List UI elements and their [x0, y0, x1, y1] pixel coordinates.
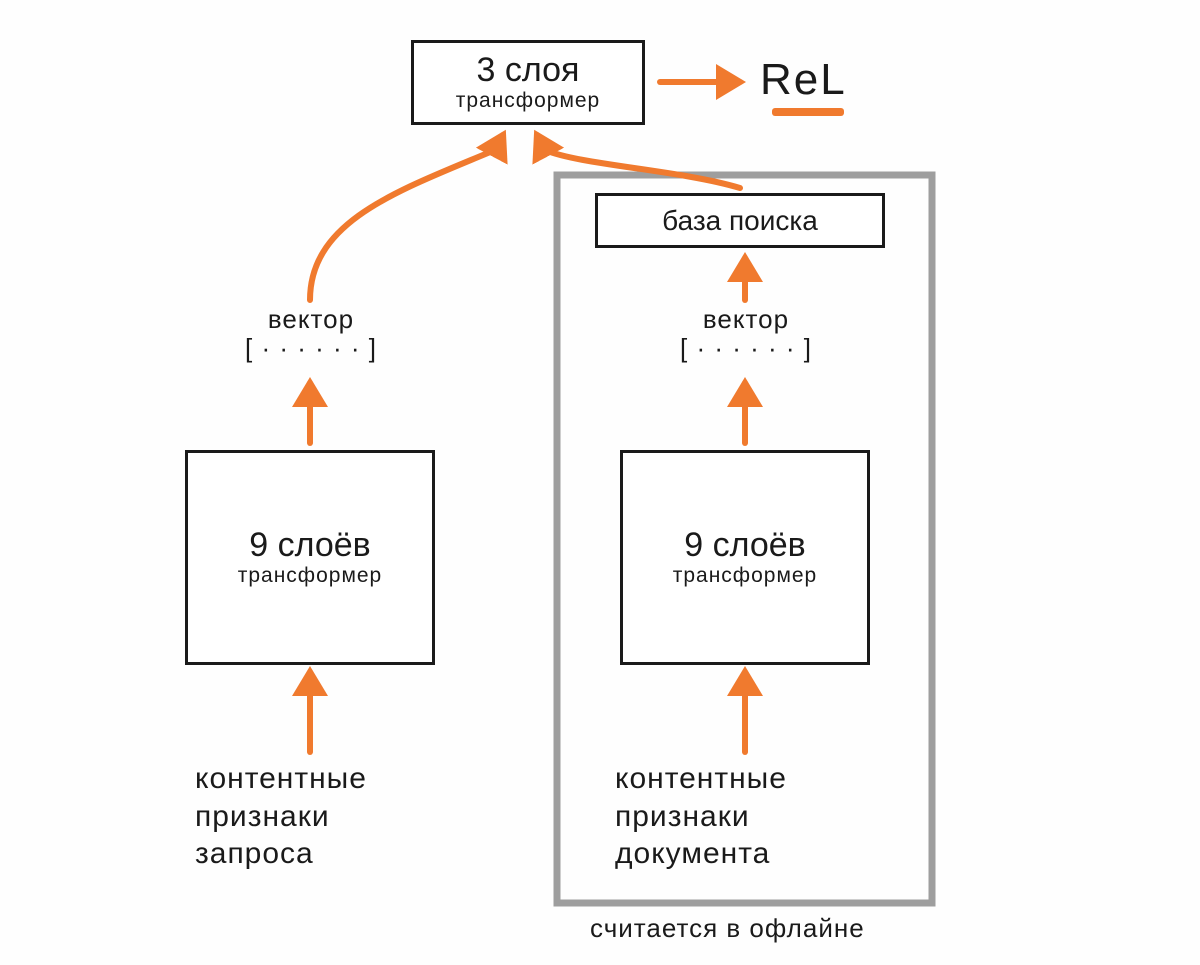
right-box-subtitle: трансформер [673, 564, 818, 588]
db-to-top [537, 135, 740, 188]
left-input-label: контентные признаки запроса [195, 760, 367, 873]
output-underline [772, 108, 844, 116]
search-database-box: база поиска [595, 193, 885, 248]
offline-box-outline [0, 0, 1200, 965]
top-block-subtitle: трансформер [456, 89, 601, 113]
top-transformer-box: 3 слоя трансформер [411, 40, 645, 125]
top-block-title: 3 слоя [456, 52, 601, 89]
left-box-title: 9 слоёв [238, 527, 383, 564]
search-db-label: база поиска [662, 205, 818, 237]
left-transformer-box: 9 слоёв трансформер [185, 450, 435, 665]
left-vector-label: вектор [ · · · · · · ] [245, 305, 377, 362]
left-vector-line1: вектор [245, 305, 377, 334]
arrows-layer [0, 0, 1200, 965]
left-vector-to-top [310, 135, 503, 300]
right-transformer-box: 9 слоёв трансформер [620, 450, 870, 665]
left-box-subtitle: трансформер [238, 564, 383, 588]
right-box-title: 9 слоёв [673, 527, 818, 564]
right-vector-line1: вектор [680, 305, 812, 334]
right-vector-line2: [ · · · · · · ] [680, 334, 812, 363]
offline-caption: считается в офлайне [590, 912, 865, 945]
output-label: ReL [760, 55, 847, 105]
right-vector-label: вектор [ · · · · · · ] [680, 305, 812, 362]
right-input-label: контентные признаки документа [615, 760, 787, 873]
left-vector-line2: [ · · · · · · ] [245, 334, 377, 363]
diagram-canvas: 3 слоя трансформер ReL база поиска векто… [0, 0, 1200, 965]
